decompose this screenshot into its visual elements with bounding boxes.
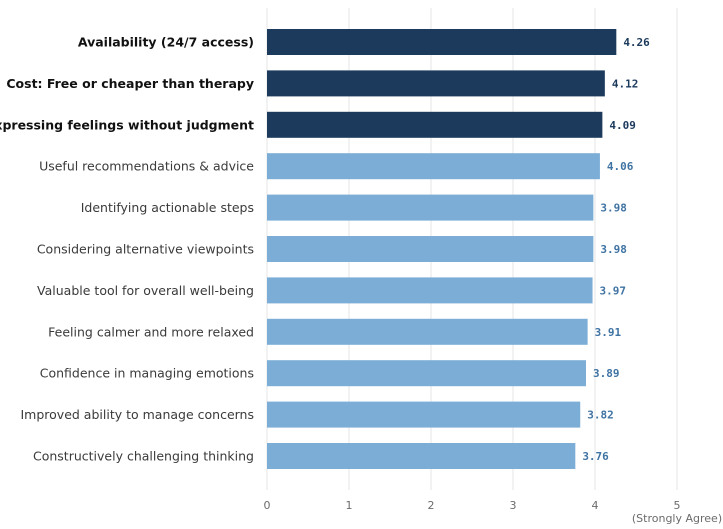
- value-label: 3.98: [600, 202, 627, 215]
- bar: [267, 401, 581, 428]
- category-label: Considering alternative viewpoints: [37, 242, 254, 257]
- value-label: 4.12: [612, 77, 639, 90]
- value-label: 3.76: [582, 450, 609, 463]
- bar: [267, 236, 594, 262]
- bar: [267, 29, 617, 55]
- category-label: Useful recommendations & advice: [39, 159, 254, 174]
- x-tick-label: 1: [346, 499, 353, 512]
- value-label: 3.98: [600, 243, 627, 256]
- x-tick-label: 0: [264, 499, 271, 512]
- category-label: Improved ability to manage concerns: [21, 407, 255, 422]
- bar: [267, 194, 594, 221]
- x-tick-label: 4: [592, 499, 599, 512]
- value-label: 4.26: [623, 36, 650, 49]
- bar: [267, 318, 588, 345]
- x-axis-ticks: (Strongly Agree) 0 1 2 3 4 5: [264, 499, 723, 525]
- category-label: Identifying actionable steps: [81, 200, 254, 215]
- value-label: 4.06: [607, 160, 634, 173]
- category-labels: Availability (24/7 access) Cost: Free or …: [0, 35, 254, 464]
- x-tick-label: 3: [510, 499, 517, 512]
- value-label: 3.89: [593, 367, 620, 380]
- bar: [267, 277, 593, 304]
- category-label: Valuable tool for overall well-being: [37, 283, 254, 298]
- value-labels: 4.26 4.12 4.09 4.06 3.98 3.98 3.97 3.91 3.89 3.82…: [582, 36, 650, 463]
- bars: [267, 29, 617, 469]
- value-label: 4.09: [609, 119, 636, 132]
- bar: [267, 70, 605, 97]
- x-tick-label: 5: [674, 499, 681, 512]
- value-label: 3.97: [600, 284, 627, 297]
- bar: [267, 153, 600, 180]
- bar: [267, 111, 603, 138]
- value-label: 3.82: [587, 409, 614, 422]
- x-tick-label: 2: [428, 499, 435, 512]
- category-label: Constructively challenging thinking: [33, 449, 254, 464]
- category-label: Cost: Free or cheaper than therapy: [6, 76, 254, 91]
- bar: [267, 360, 586, 387]
- x-tick-sublabel: (Strongly Agree): [632, 512, 722, 525]
- value-label: 3.91: [595, 326, 622, 339]
- category-label: Feeling calmer and more relaxed: [48, 324, 254, 339]
- category-label: Availability (24/7 access): [78, 35, 254, 50]
- category-label: Confidence in managing emotions: [40, 366, 254, 381]
- category-label: Expressing feelings without judgment: [0, 117, 254, 132]
- bar: [267, 443, 576, 469]
